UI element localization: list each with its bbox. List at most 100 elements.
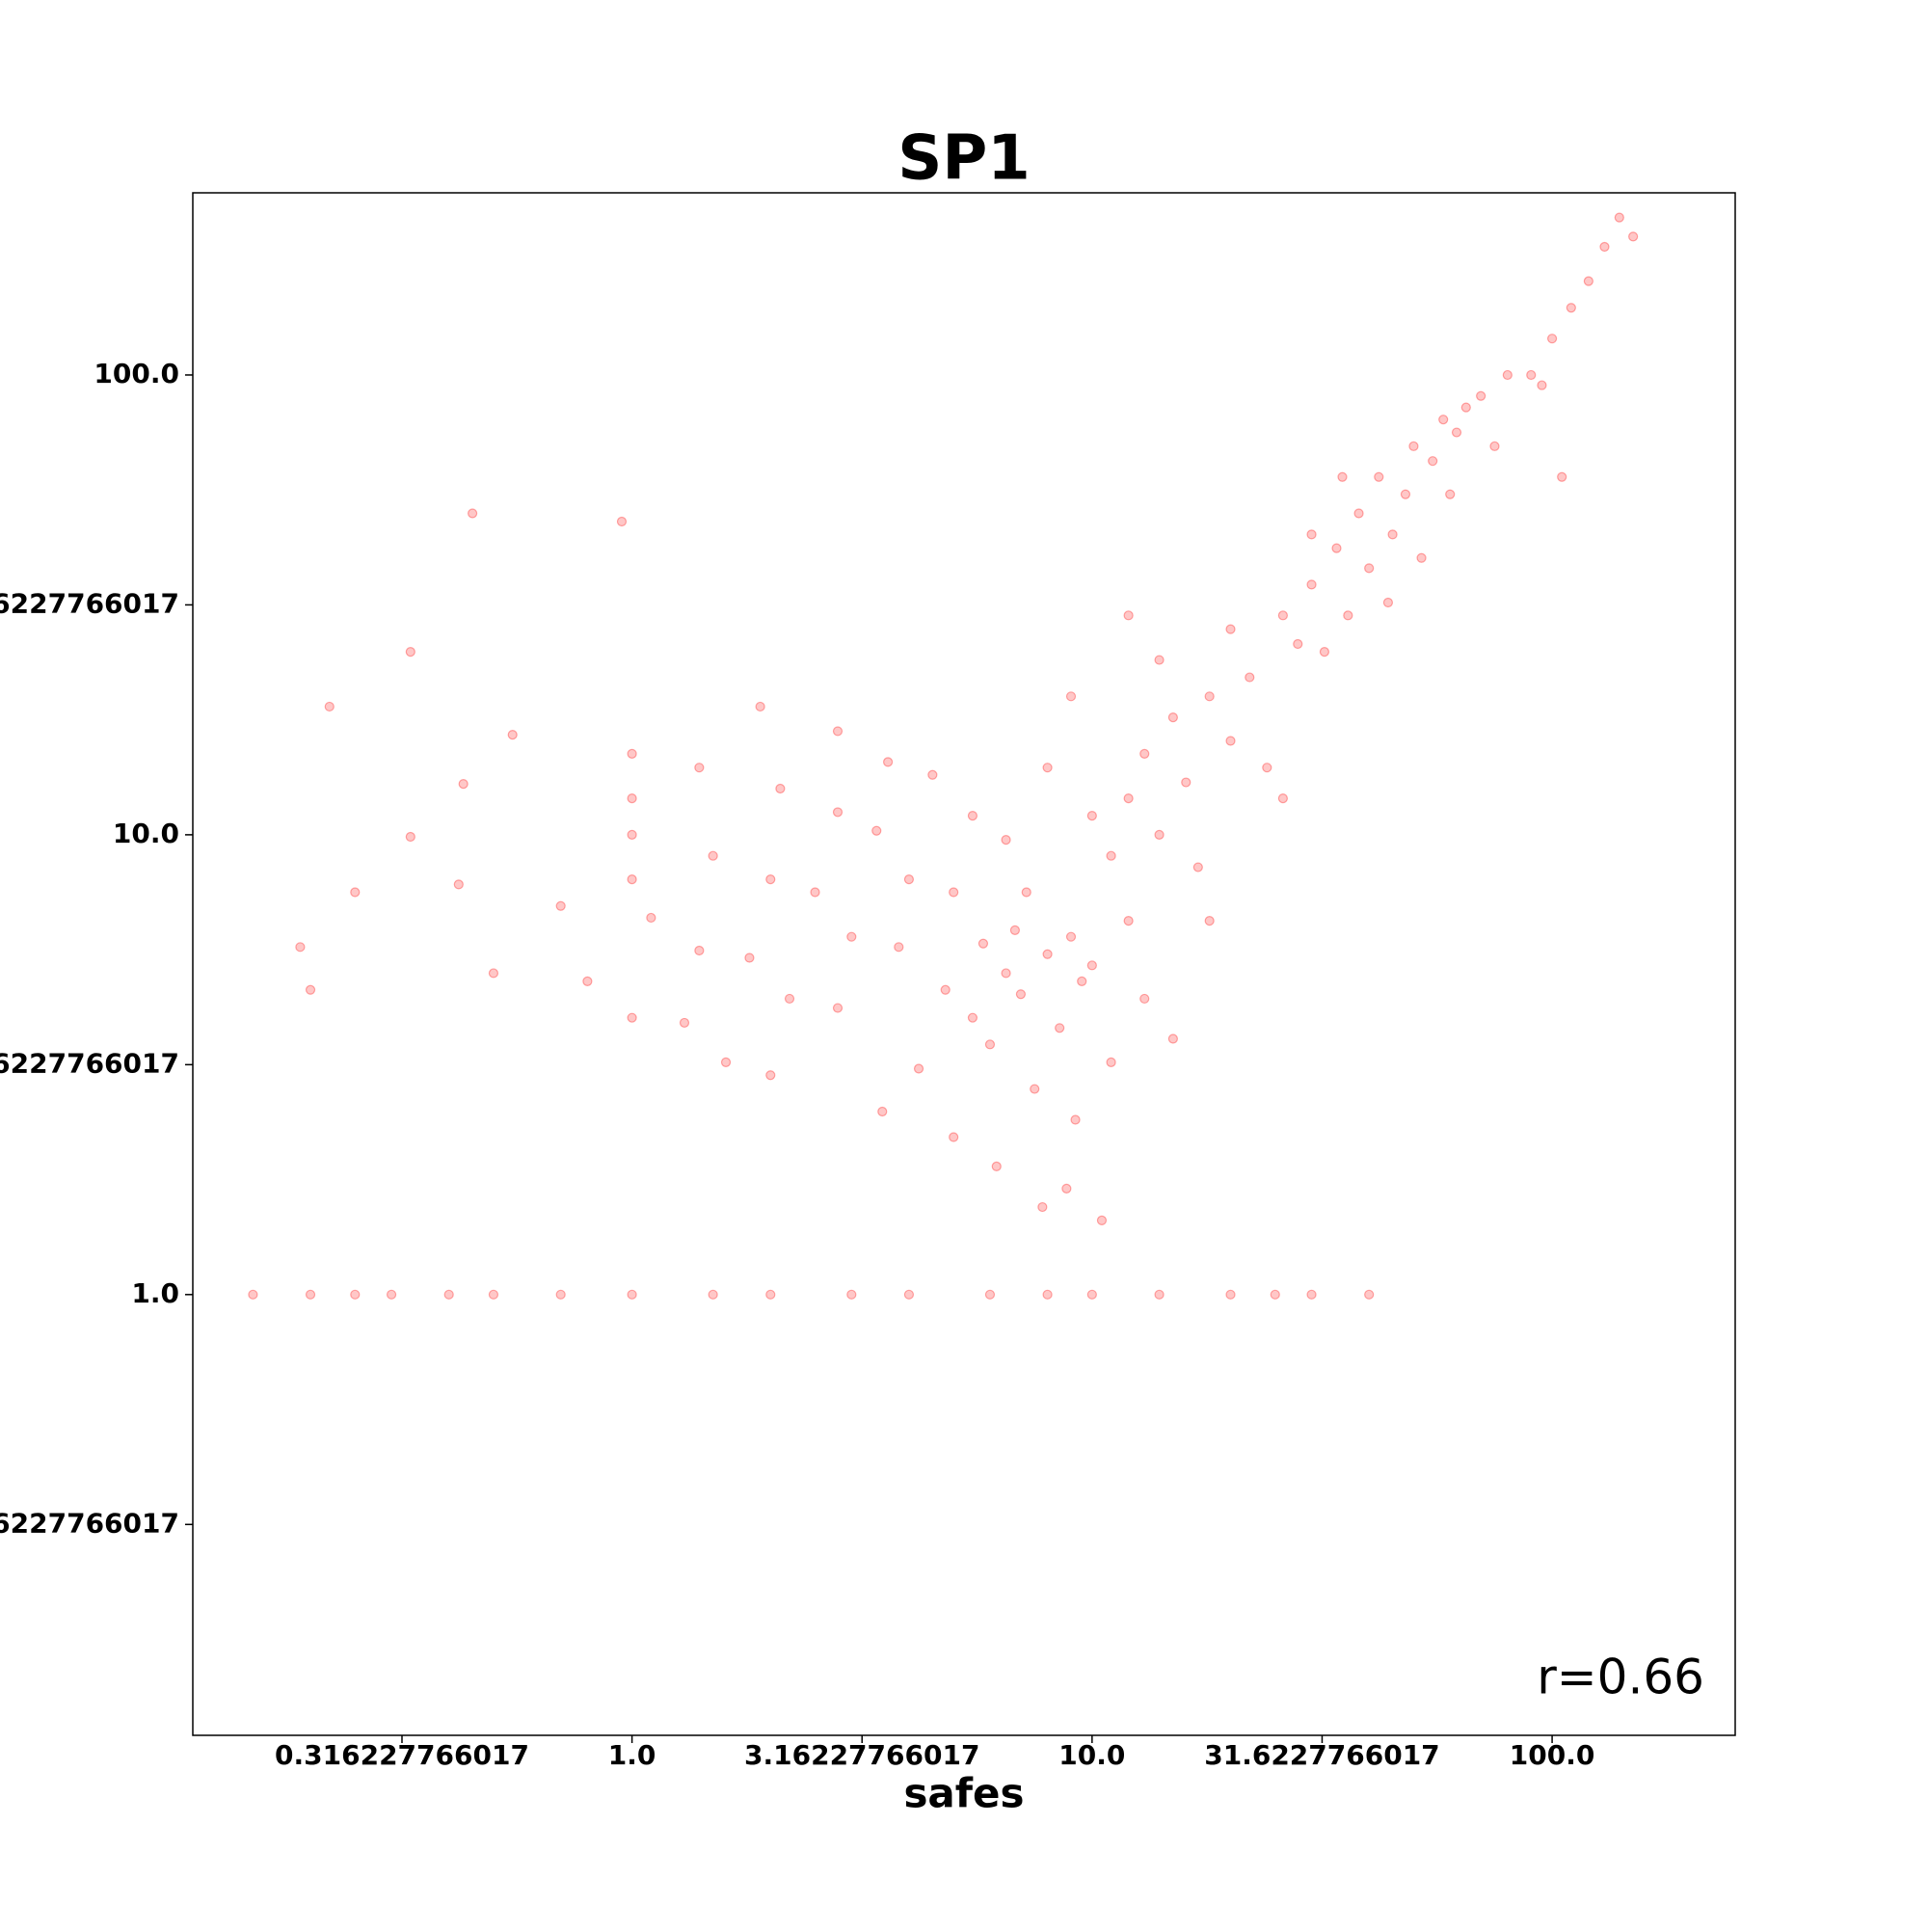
- scatter-point: [913, 1063, 924, 1074]
- scatter-point: [1583, 276, 1593, 286]
- scatter-point: [903, 874, 915, 885]
- y-tick-label: 10.0: [113, 818, 179, 849]
- plot-frame: [192, 192, 1736, 1736]
- scatter-point: [984, 1039, 996, 1050]
- scatter-point: [1306, 579, 1317, 590]
- scatter-point: [940, 984, 951, 995]
- x-tick-label: 10.0: [1058, 1739, 1125, 1771]
- scatter-point: [488, 968, 499, 979]
- scatter-point: [1382, 597, 1394, 608]
- scatter-point: [305, 984, 316, 995]
- scatter-point: [977, 938, 989, 949]
- scatter-point: [1065, 691, 1077, 702]
- scatter-point: [1021, 887, 1031, 898]
- scatter-point: [765, 1289, 776, 1300]
- scatter-point: [1181, 777, 1192, 788]
- scatter-point: [991, 1161, 1002, 1171]
- scatter-point: [248, 1289, 258, 1300]
- scatter-point: [1374, 471, 1384, 482]
- scatter-point: [694, 763, 705, 773]
- scatter-point: [832, 726, 844, 737]
- scatter-point: [1070, 1114, 1081, 1125]
- scatter-point: [949, 887, 959, 898]
- scatter-point: [350, 1289, 361, 1300]
- scatter-point: [646, 912, 656, 924]
- scatter-point: [1387, 529, 1398, 540]
- scatter-point: [720, 1057, 732, 1067]
- scatter-point: [1270, 1289, 1280, 1300]
- scatter-point: [1628, 231, 1639, 242]
- scatter-point: [1408, 441, 1419, 451]
- scatter-point: [967, 1012, 978, 1023]
- scatter-point: [1416, 552, 1427, 563]
- scatter-point: [386, 1289, 397, 1300]
- scatter-point: [507, 730, 518, 740]
- scatter-point: [1086, 960, 1097, 971]
- scatter-point: [1277, 610, 1288, 621]
- scatter-point: [1526, 369, 1537, 381]
- scatter-point: [1015, 989, 1027, 1000]
- y-tick-label: 100.0: [94, 358, 179, 389]
- plot-area: [248, 212, 1639, 1300]
- x-axis-label: safes: [903, 1770, 1024, 1817]
- scatter-point: [1001, 968, 1011, 979]
- scatter-point: [627, 748, 637, 760]
- scatter-point: [1065, 931, 1077, 942]
- scatter-point: [846, 1289, 857, 1300]
- scatter-point: [1306, 1289, 1317, 1300]
- scatter-point: [627, 1012, 637, 1023]
- scatter-point: [1293, 638, 1303, 650]
- scatter-point: [894, 942, 904, 953]
- scatter-point: [903, 1289, 915, 1300]
- scatter-point: [453, 879, 464, 890]
- scatter-point: [627, 793, 637, 804]
- scatter-point: [810, 887, 820, 898]
- scatter-point: [1154, 655, 1165, 665]
- scatter-point: [627, 874, 637, 885]
- scatter-point: [1225, 624, 1236, 634]
- scatter-point: [1167, 712, 1178, 723]
- scatter-point: [877, 1106, 888, 1117]
- scatter-point: [1400, 489, 1411, 499]
- x-tick-label: 0.316227766017: [275, 1739, 529, 1771]
- scatter-point: [405, 646, 415, 657]
- scatter-point: [1502, 369, 1513, 381]
- scatter-point: [1139, 993, 1150, 1005]
- scatter-point: [555, 1289, 566, 1300]
- scatter-point: [1445, 489, 1456, 499]
- scatter-point: [324, 701, 335, 712]
- scatter-point: [1037, 1201, 1048, 1213]
- scatter-point: [443, 1289, 454, 1300]
- x-tick-label: 100.0: [1510, 1739, 1595, 1771]
- scatter-point: [984, 1289, 996, 1300]
- scatter-point: [1331, 543, 1342, 553]
- scatter-point: [1364, 1289, 1375, 1300]
- scatter-point: [582, 976, 593, 987]
- scatter-point: [305, 1289, 316, 1300]
- scatter-point: [1262, 763, 1272, 773]
- scatter-point: [832, 807, 844, 818]
- x-tick-label: 1.0: [608, 1739, 656, 1771]
- scatter-point: [1106, 1057, 1116, 1067]
- scatter-point: [468, 508, 478, 519]
- scatter-point: [1086, 811, 1097, 821]
- scatter-point: [927, 769, 938, 780]
- scatter-point: [1096, 1215, 1108, 1225]
- scatter-point: [1428, 456, 1438, 467]
- scatter-point: [1009, 925, 1021, 936]
- scatter-point: [1245, 672, 1255, 683]
- scatter-point: [1476, 390, 1486, 401]
- annotation: r=0.66: [1537, 1650, 1704, 1705]
- scatter-point: [1343, 610, 1353, 621]
- scatter-point: [1001, 835, 1011, 845]
- y-tick-label: 0.316227766017: [0, 1507, 179, 1539]
- scatter-point: [1123, 916, 1134, 926]
- scatter-point: [1489, 441, 1500, 451]
- scatter-point: [1030, 1084, 1040, 1094]
- scatter-point: [1319, 646, 1330, 657]
- scatter-point: [1167, 1033, 1178, 1044]
- scatter-point: [1042, 949, 1053, 959]
- scatter-point: [1123, 610, 1134, 621]
